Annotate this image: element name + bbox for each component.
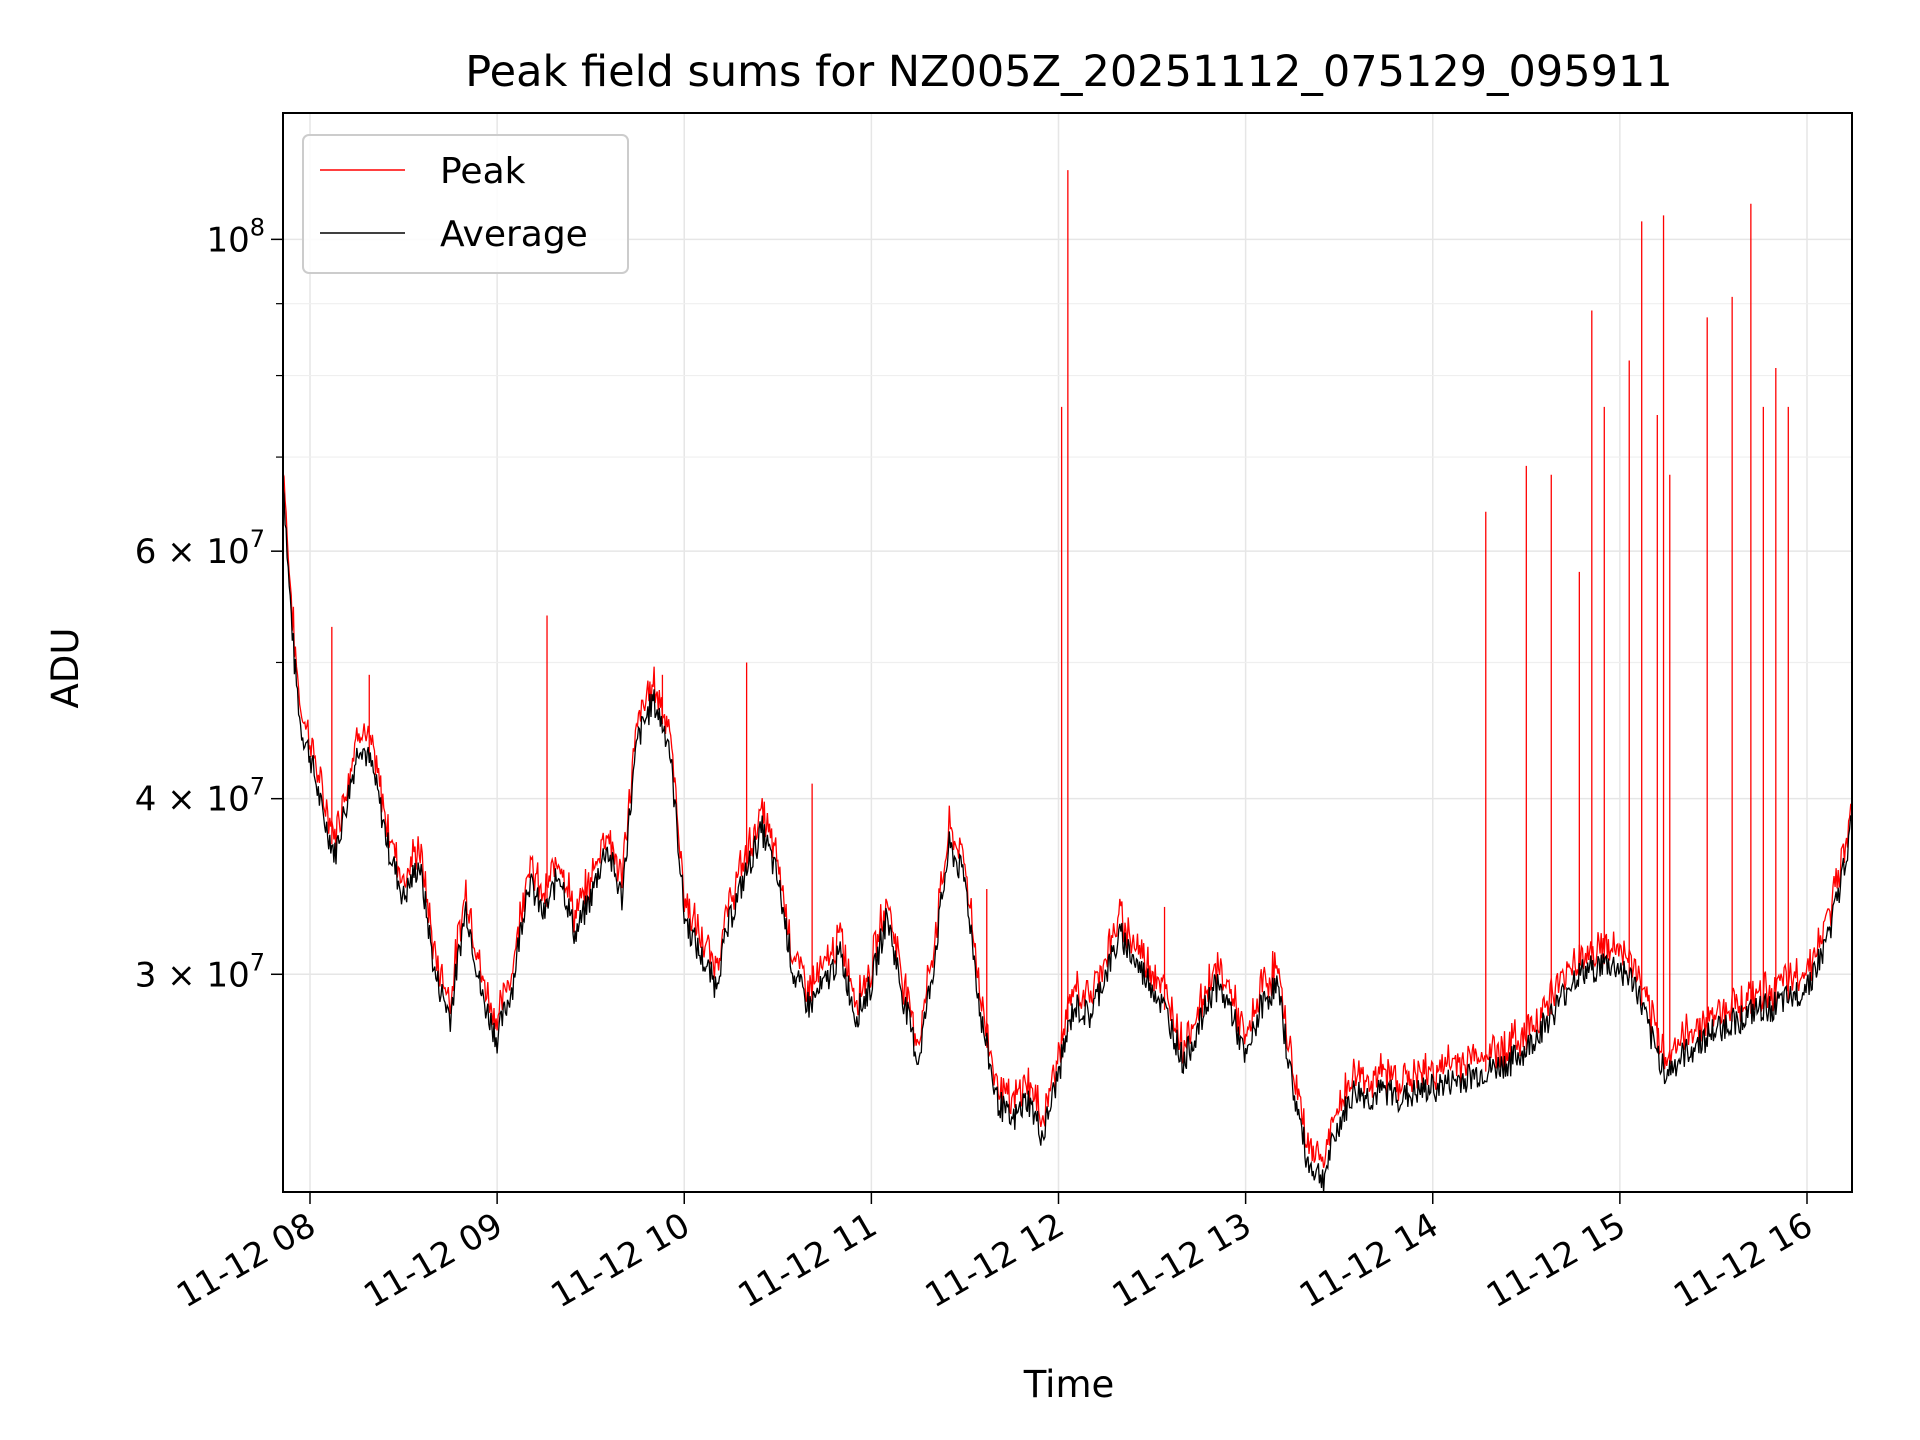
peak-spikes <box>331 170 1789 1072</box>
series-layer <box>283 170 1852 1192</box>
average-series-line <box>283 469 1852 1192</box>
legend-average-label: Average <box>440 214 588 255</box>
y-tick-label: 6 × 107 <box>135 525 265 572</box>
y-axis-label: ADU <box>44 628 87 709</box>
x-axis-label: Time <box>1023 1363 1115 1406</box>
plot-frame <box>282 112 1853 1193</box>
legend: Peak Average <box>302 134 629 274</box>
y-tick-label: 4 × 107 <box>135 773 265 820</box>
y-tick-label: 108 <box>206 213 265 260</box>
y-tick-label: 3 × 107 <box>135 948 265 995</box>
legend-peak-label: Peak <box>440 151 526 192</box>
chart-title: Peak field sums for NZ005Z_20251112_0751… <box>465 47 1672 97</box>
